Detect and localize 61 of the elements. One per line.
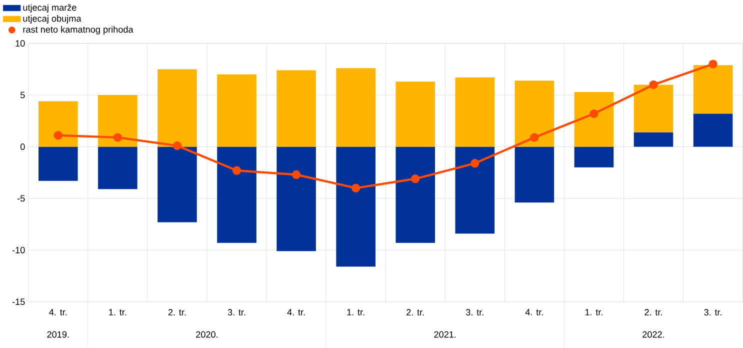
point (708, 60, 718, 68)
text: 2022. (642, 331, 664, 338)
bar (98, 146, 138, 189)
bar (693, 64, 733, 114)
legend-label: utjecaj obujma (23, 14, 82, 24)
x-tick-label: 4. tr. (525, 308, 543, 316)
point (530, 132, 539, 142)
x-tick-label: 1. tr. (585, 308, 602, 316)
bar (98, 94, 138, 147)
bar (514, 146, 554, 202)
bar (38, 101, 78, 147)
x-tick-label: 2. tr. (406, 308, 424, 316)
bar (574, 92, 614, 147)
text: 2021. (434, 331, 456, 338)
point (351, 184, 360, 192)
point (411, 174, 420, 183)
text: 2019. (47, 331, 69, 338)
bar (455, 146, 495, 234)
x-tick-label: 1. tr. (347, 308, 364, 316)
y-tick-label: 0 (20, 143, 25, 150)
y-tick-label: -10 (12, 246, 25, 254)
point (649, 80, 658, 89)
legend-label: rast neto kamatnog prihoda (23, 26, 134, 34)
x-tick-label: 4. tr. (49, 308, 67, 316)
point (292, 170, 301, 179)
bar (276, 146, 316, 251)
bar (217, 74, 256, 147)
bar (693, 113, 733, 147)
bar (634, 84, 674, 132)
bar (158, 146, 197, 222)
x-tick-label: 2. tr. (644, 308, 662, 316)
bar (158, 69, 197, 147)
text: 2020. (196, 331, 218, 338)
point (590, 109, 598, 118)
y-tick-label: -5 (17, 195, 25, 202)
y-tick-label: -15 (12, 298, 25, 305)
x-tick-label: 3. tr. (466, 308, 484, 316)
bar (38, 146, 78, 181)
bar (574, 146, 614, 168)
bar (514, 80, 554, 147)
point (113, 132, 122, 142)
point (232, 166, 242, 175)
x-tick-label: 3. tr. (228, 308, 246, 316)
bar (217, 146, 256, 243)
y-tick-label: 10 (16, 40, 25, 46)
bar (634, 132, 674, 147)
point (172, 141, 182, 150)
x-tick-label: 3. tr. (704, 308, 722, 316)
bar (396, 81, 436, 147)
bar (336, 68, 376, 147)
bar (336, 146, 376, 266)
y-tick-label: 5 (20, 92, 25, 98)
point (54, 130, 62, 140)
bar (276, 70, 316, 147)
x-tick-label: 2. tr. (168, 308, 186, 316)
point (470, 158, 480, 168)
x-tick-label: 4. tr. (287, 308, 305, 316)
bar (455, 77, 495, 147)
bar (396, 146, 436, 243)
x-tick-label: 1. tr. (109, 308, 126, 316)
legend-label: utjecaj marže (23, 4, 76, 12)
